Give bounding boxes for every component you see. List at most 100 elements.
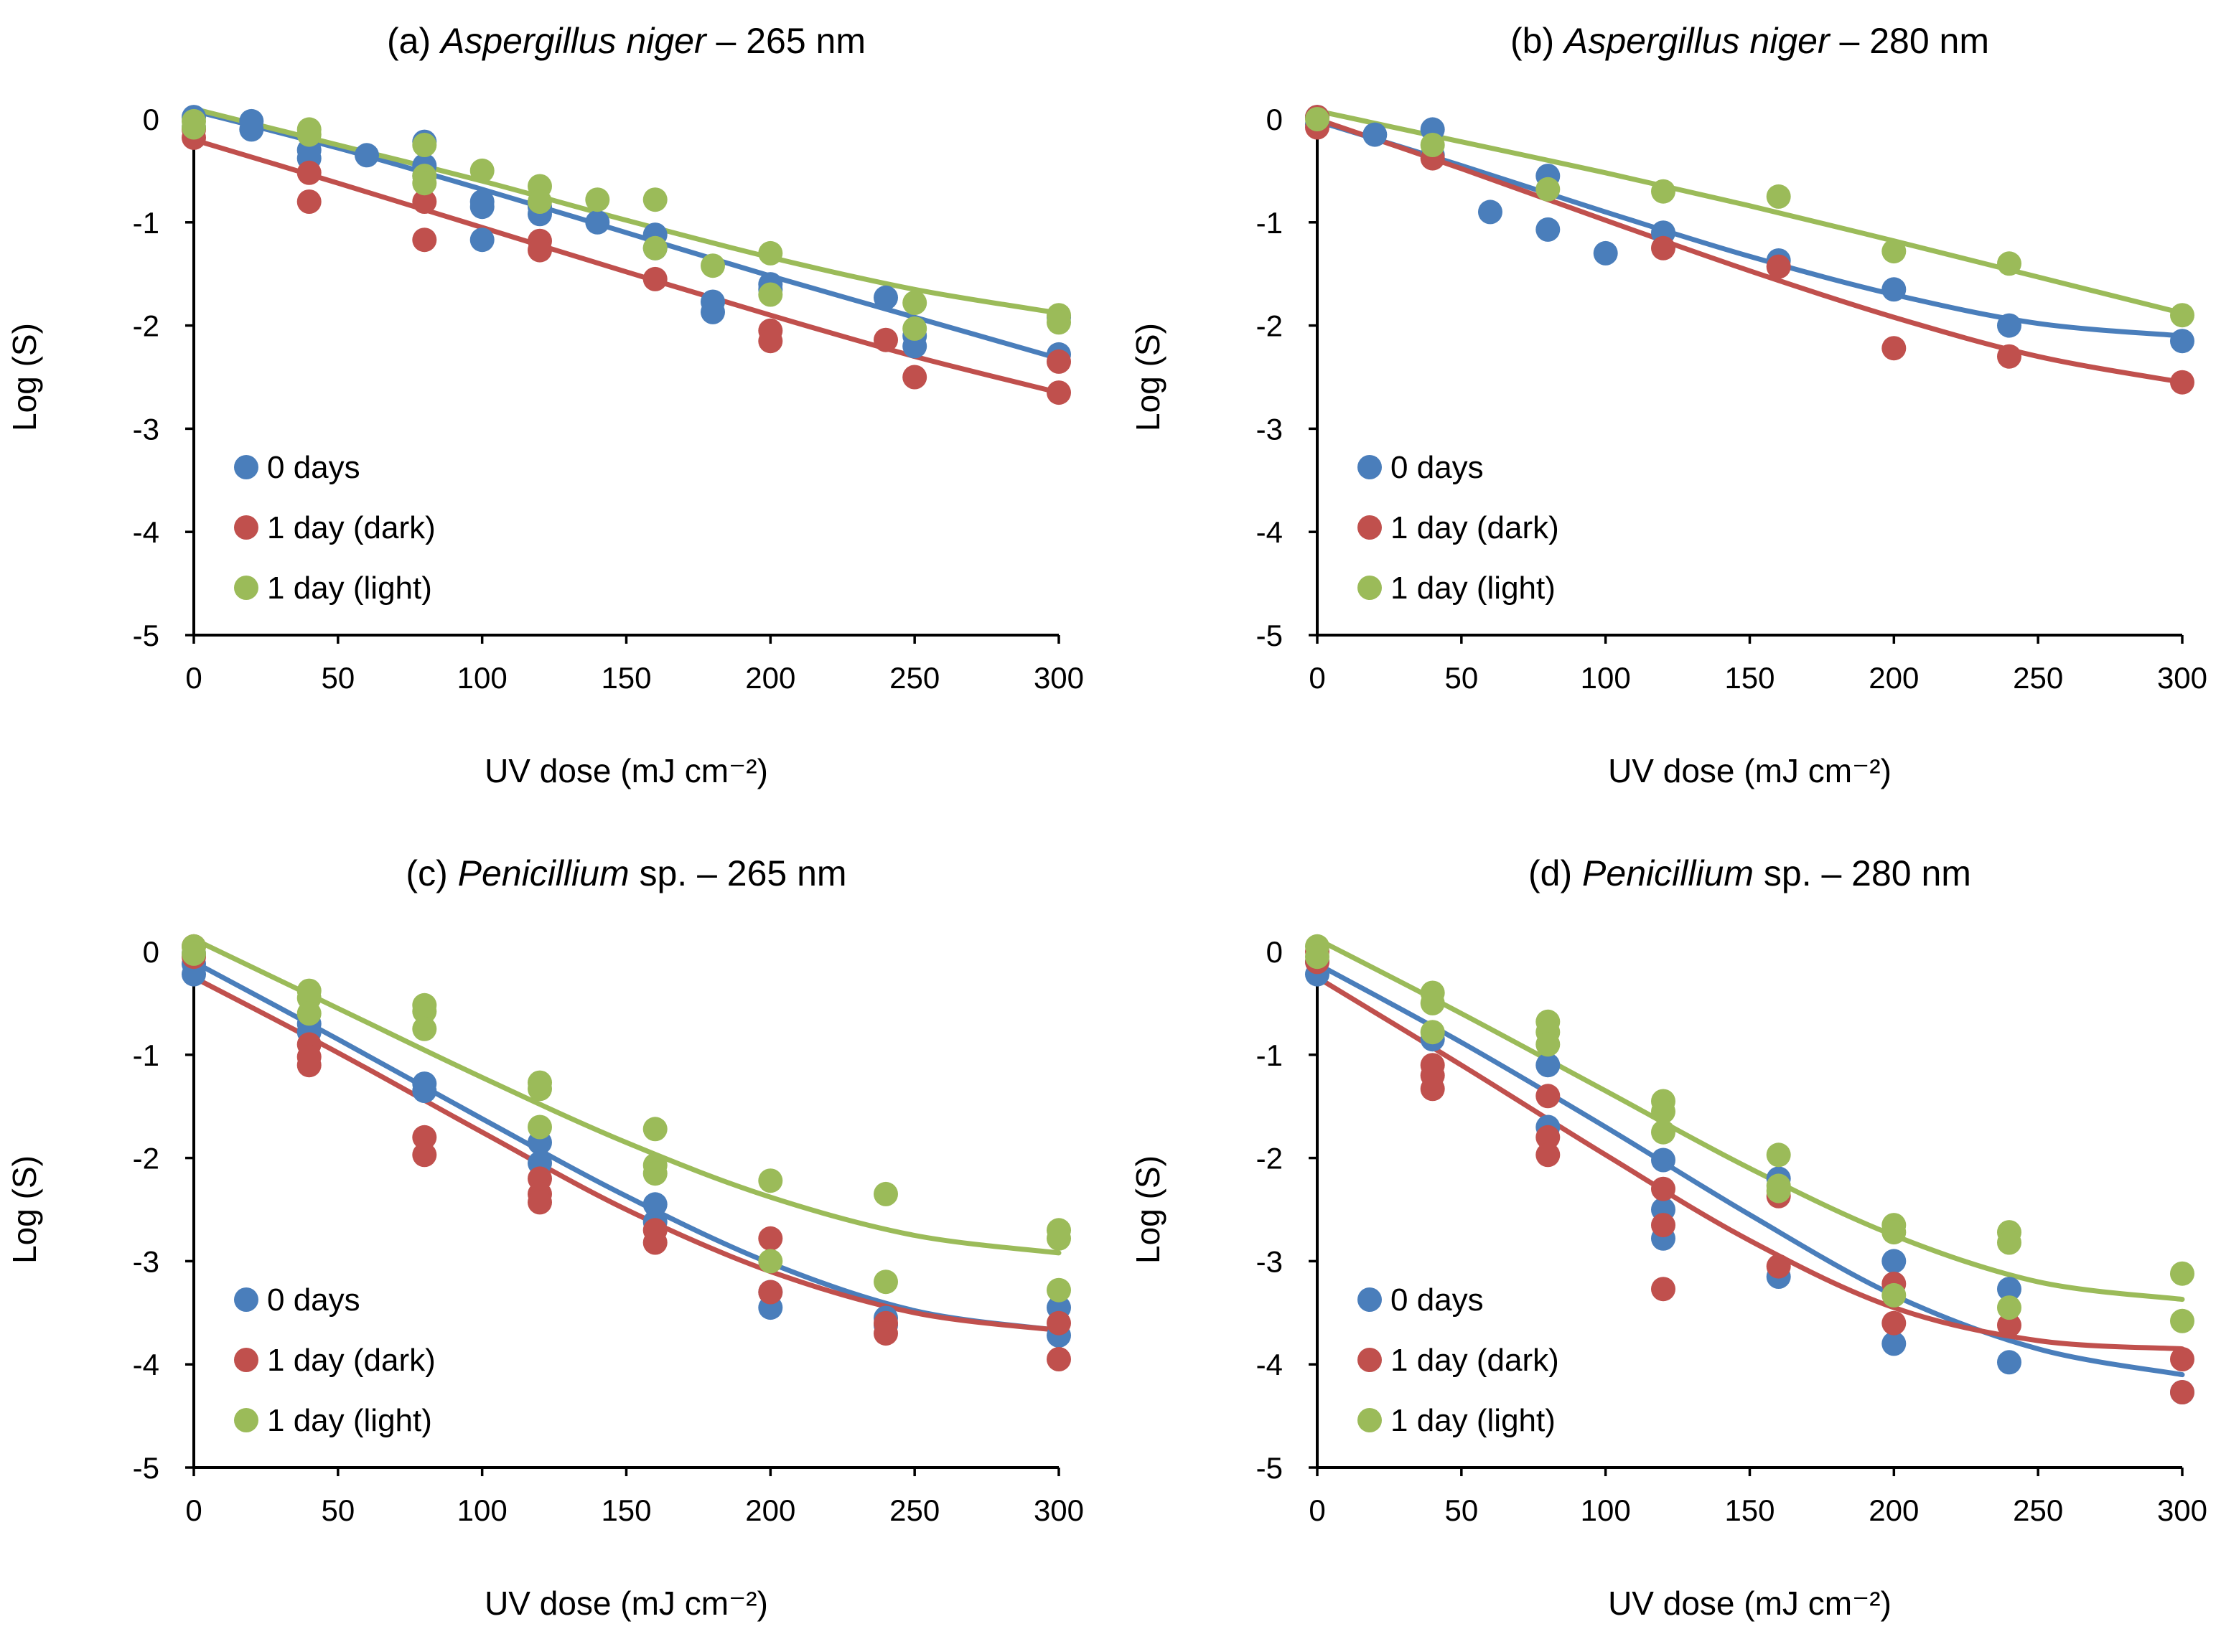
data-point-series-0: [1593, 240, 1618, 266]
data-point-series-2: [1766, 1142, 1791, 1168]
data-point-series-2: [1881, 239, 1907, 264]
legend-label: 1 day (light): [267, 571, 432, 606]
legend-label: 1 day (dark): [267, 510, 436, 545]
x-axis-label: UV dose (mJ cm⁻²): [1608, 1585, 1892, 1622]
y-tick-label: -4: [133, 1348, 159, 1381]
data-point-series-2: [1766, 184, 1791, 209]
x-tick-label: 200: [745, 1493, 795, 1527]
x-tick-label: 0: [185, 661, 202, 695]
data-point-series-2: [585, 187, 610, 212]
data-point-series-1: [2170, 1380, 2194, 1404]
data-point-series-0: [469, 227, 495, 253]
data-point-series-0: [1997, 313, 2021, 338]
y-tick-label: -2: [1256, 1142, 1283, 1175]
y-tick-label: -3: [1256, 412, 1283, 446]
data-point-series-2: [1881, 1282, 1907, 1308]
data-point-series-2: [2170, 1308, 2194, 1333]
legend-marker: [1357, 1408, 1382, 1432]
data-point-series-2: [469, 158, 495, 183]
data-point-series-1: [1997, 1313, 2021, 1338]
fit-curve-series-2: [191, 937, 1062, 1256]
x-tick-label: 100: [1581, 1493, 1631, 1527]
x-tick-label: 150: [1724, 661, 1775, 695]
data-point-series-2: [874, 1181, 898, 1206]
legend-label: 1 day (dark): [267, 1343, 436, 1378]
data-point-series-1: [1047, 1347, 1071, 1371]
x-tick-label: 250: [2013, 1493, 2063, 1527]
data-point-series-1: [1881, 336, 1907, 361]
data-point-series-0: [1881, 1331, 1907, 1356]
data-point-series-2: [1047, 310, 1071, 335]
data-point-series-1: [758, 1226, 783, 1251]
y-tick-label: -5: [133, 1451, 159, 1485]
y-tick-label: 0: [1266, 935, 1283, 969]
data-point-series-1: [1881, 1310, 1907, 1336]
data-point-series-2: [412, 1016, 437, 1041]
data-point-series-1: [1651, 235, 1675, 261]
data-point-series-2: [296, 122, 322, 147]
data-point-series-2: [1305, 944, 1329, 970]
y-tick-label: -4: [1256, 1348, 1283, 1381]
chart-title-prefix: (b): [1510, 21, 1564, 61]
x-tick-label: 300: [2157, 661, 2207, 695]
data-point-series-1: [1651, 1277, 1675, 1302]
data-point-series-2: [902, 291, 927, 315]
legend-marker: [234, 576, 258, 600]
x-tick-label: 100: [1581, 661, 1631, 695]
x-tick-label: 300: [1034, 661, 1084, 695]
fit-curve-series-1: [191, 975, 1062, 1333]
data-point-series-2: [1047, 1277, 1071, 1303]
data-point-series-0: [1362, 122, 1388, 147]
y-tick-label: -3: [133, 1244, 159, 1278]
data-point-series-2: [1997, 1230, 2021, 1255]
legend-label: 0 days: [1390, 450, 1484, 485]
fit-curve-series-1: [191, 137, 1062, 395]
data-point-series-1: [1420, 1076, 1445, 1102]
y-tick-label: -5: [133, 619, 159, 652]
data-point-series-1: [296, 189, 322, 214]
data-point-series-2: [758, 282, 783, 307]
data-point-series-1: [1651, 1176, 1675, 1201]
legend-label: 1 day (dark): [1390, 510, 1559, 545]
chart-title-prefix: (c): [406, 853, 457, 893]
data-point-series-2: [1651, 179, 1675, 204]
data-point-series-1: [1535, 1084, 1561, 1109]
fit-curve-series-2: [191, 106, 1062, 316]
x-tick-label: 200: [745, 661, 795, 695]
data-point-series-1: [1047, 380, 1071, 405]
data-point-series-1: [412, 189, 437, 214]
fit-curve-series-0: [1314, 118, 2185, 339]
x-axis-label: UV dose (mJ cm⁻²): [485, 1585, 768, 1622]
y-tick-label: 0: [1266, 103, 1283, 136]
x-tick-label: 50: [1444, 661, 1478, 695]
fit-curve-series-2: [1314, 937, 2185, 1303]
x-tick-label: 250: [2013, 661, 2063, 695]
chart-title-prefix: (d): [1528, 853, 1582, 893]
chart-title-suffix: sp. – 265 nm: [630, 853, 847, 893]
y-axis-label: Log (S): [1129, 1155, 1166, 1264]
data-point-series-0: [642, 1192, 668, 1217]
data-point-series-2: [1997, 1295, 2021, 1320]
data-point-series-2: [874, 1269, 898, 1295]
y-tick-label: -2: [133, 309, 159, 343]
data-point-series-2: [642, 1161, 668, 1186]
data-point-series-1: [1766, 254, 1791, 279]
x-tick-label: 150: [601, 1493, 651, 1527]
data-point-series-2: [1420, 133, 1445, 157]
x-tick-label: 50: [321, 661, 355, 695]
x-tick-label: 100: [457, 661, 508, 695]
y-axis-label: Log (S): [6, 323, 43, 431]
data-point-series-2: [758, 1249, 783, 1274]
data-point-series-1: [2170, 370, 2194, 395]
fit-curve-series-0: [1314, 961, 2185, 1378]
chart-title-organism: Aspergillus niger: [439, 21, 708, 61]
data-point-series-2: [1420, 990, 1445, 1015]
data-point-series-1: [412, 1125, 437, 1150]
data-point-series-2: [2170, 303, 2194, 328]
legend-label: 0 days: [267, 1282, 360, 1318]
data-point-series-2: [1881, 1220, 1907, 1245]
data-point-series-2: [1997, 251, 2021, 276]
legend-marker: [1357, 455, 1382, 479]
legend-marker: [234, 1408, 258, 1432]
